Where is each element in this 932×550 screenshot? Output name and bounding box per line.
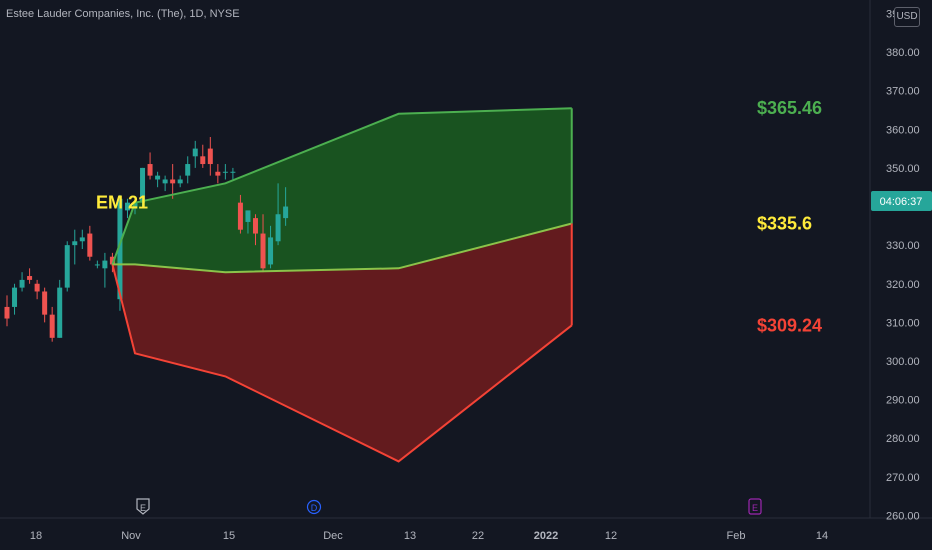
candle bbox=[237, 194, 243, 234]
candle bbox=[94, 260, 100, 269]
candle bbox=[57, 279, 63, 338]
expected-move-lines bbox=[111, 107, 573, 463]
symbol-title[interactable]: Estee Lauder Companies, Inc. (The), 1D, … bbox=[6, 8, 240, 20]
candle bbox=[215, 164, 221, 184]
candle bbox=[34, 279, 40, 300]
price-tick-label: 360.00 bbox=[886, 124, 920, 136]
candle bbox=[207, 137, 213, 176]
candle bbox=[230, 167, 236, 180]
upper-band-line bbox=[111, 107, 572, 265]
marker-label: D bbox=[311, 503, 318, 513]
candle bbox=[260, 214, 266, 273]
time-tick-label: 12 bbox=[605, 530, 617, 542]
candle bbox=[222, 164, 228, 180]
candle bbox=[79, 229, 85, 250]
candle bbox=[19, 272, 25, 292]
earnings-marker-icon[interactable]: E bbox=[748, 498, 762, 515]
candle bbox=[42, 287, 48, 323]
lower-band-value: $309.24 bbox=[757, 315, 822, 335]
price-tick-label: 370.00 bbox=[886, 86, 920, 98]
price-tick-label: 280.00 bbox=[886, 433, 920, 445]
time-tick-label: Dec bbox=[323, 530, 343, 542]
candle bbox=[192, 140, 198, 168]
currency-button[interactable]: USD bbox=[894, 7, 920, 27]
dividend-marker-icon[interactable]: D bbox=[306, 499, 322, 515]
candle bbox=[245, 210, 251, 234]
time-tick-label: 2022 bbox=[534, 530, 558, 542]
price-tick-label: 310.00 bbox=[886, 317, 920, 329]
candle bbox=[124, 198, 130, 219]
price-tick-label: 270.00 bbox=[886, 472, 920, 484]
time-tick-label: 14 bbox=[816, 530, 828, 542]
em-label: EM 21 bbox=[96, 193, 148, 213]
candle bbox=[155, 171, 161, 188]
time-tick-label: 22 bbox=[472, 530, 484, 542]
earnings-marker-icon[interactable]: E bbox=[136, 498, 150, 515]
marker-label: E bbox=[140, 503, 146, 513]
mid-band-value: $335.6 bbox=[757, 214, 812, 234]
time-tick-label: 15 bbox=[223, 530, 235, 542]
candle bbox=[185, 156, 191, 184]
time-axis[interactable]: 18 Nov 15 Dec 13 22 2022 12 Feb 14 bbox=[30, 530, 828, 542]
mid-band-line bbox=[112, 222, 573, 274]
band-labels: EM 21 $365.46 $335.6 $309.24 bbox=[96, 98, 822, 335]
upper-move-area bbox=[112, 108, 572, 273]
lower-band-line bbox=[111, 264, 573, 463]
candle bbox=[147, 152, 153, 180]
price-tick-label: 380.00 bbox=[886, 47, 920, 59]
candle bbox=[64, 241, 70, 292]
candle bbox=[200, 144, 206, 168]
expected-move-areas bbox=[112, 108, 572, 462]
candle bbox=[275, 183, 281, 246]
candle bbox=[102, 252, 108, 288]
price-tick-label: 290.00 bbox=[886, 395, 920, 407]
candle bbox=[252, 214, 258, 246]
candle bbox=[268, 225, 274, 269]
candles bbox=[4, 137, 289, 342]
price-axis[interactable]: 260.00 270.00 280.00 290.00 300.00 310.00 320.… bbox=[886, 8, 920, 522]
countdown-badge: 04:06:37 bbox=[871, 191, 932, 211]
price-tick-label: 300.00 bbox=[886, 356, 920, 368]
marker-label: E bbox=[752, 503, 758, 513]
time-tick-label: Nov bbox=[121, 530, 141, 542]
price-tick-label: 260.00 bbox=[886, 510, 920, 522]
candle bbox=[27, 268, 33, 284]
price-tick-label: 320.00 bbox=[886, 279, 920, 291]
candle bbox=[283, 187, 289, 226]
time-tick-label: 18 bbox=[30, 530, 42, 542]
price-tick-label: 350.00 bbox=[886, 163, 920, 175]
countdown-value: 04:06:37 bbox=[880, 196, 923, 208]
price-tick-label: 330.00 bbox=[886, 240, 920, 252]
candle bbox=[170, 164, 176, 199]
lower-move-area bbox=[112, 223, 572, 462]
upper-band-value: $365.46 bbox=[757, 98, 822, 118]
time-tick-label: Feb bbox=[727, 530, 746, 542]
candle bbox=[4, 295, 10, 327]
candle bbox=[49, 306, 55, 342]
candle bbox=[72, 229, 78, 265]
candle bbox=[177, 175, 183, 188]
candle bbox=[162, 175, 168, 192]
candle bbox=[12, 283, 18, 315]
candle bbox=[87, 225, 93, 261]
time-tick-label: 13 bbox=[404, 530, 416, 542]
